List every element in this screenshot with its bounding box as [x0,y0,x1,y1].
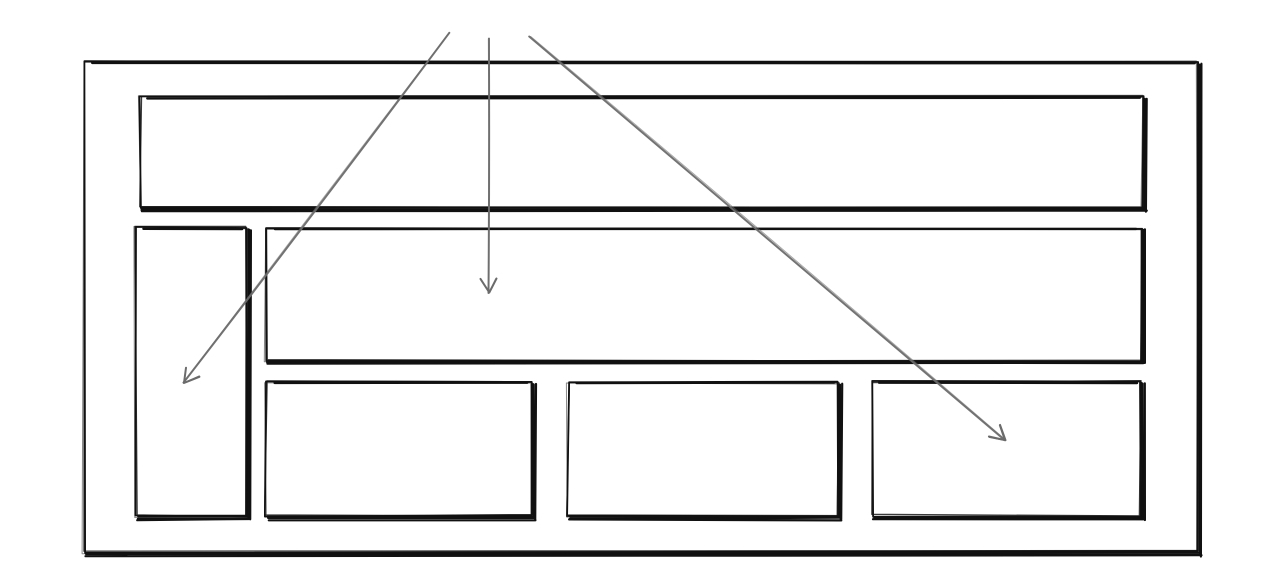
panels-layer [81,60,1203,558]
card-panel-1 [264,380,538,522]
arrows-layer [182,31,1007,442]
sidebar-panel [133,225,252,522]
main-content-panel [263,227,1146,365]
outer-frame-panel [81,60,1203,558]
header-panel [137,94,1148,213]
arrow-to-main-content [479,37,498,294]
arrow-to-sidebar [182,31,451,384]
arrow-to-card-3 [528,35,1007,442]
card-panel-2 [565,380,844,522]
card-panel-3 [871,380,1146,522]
